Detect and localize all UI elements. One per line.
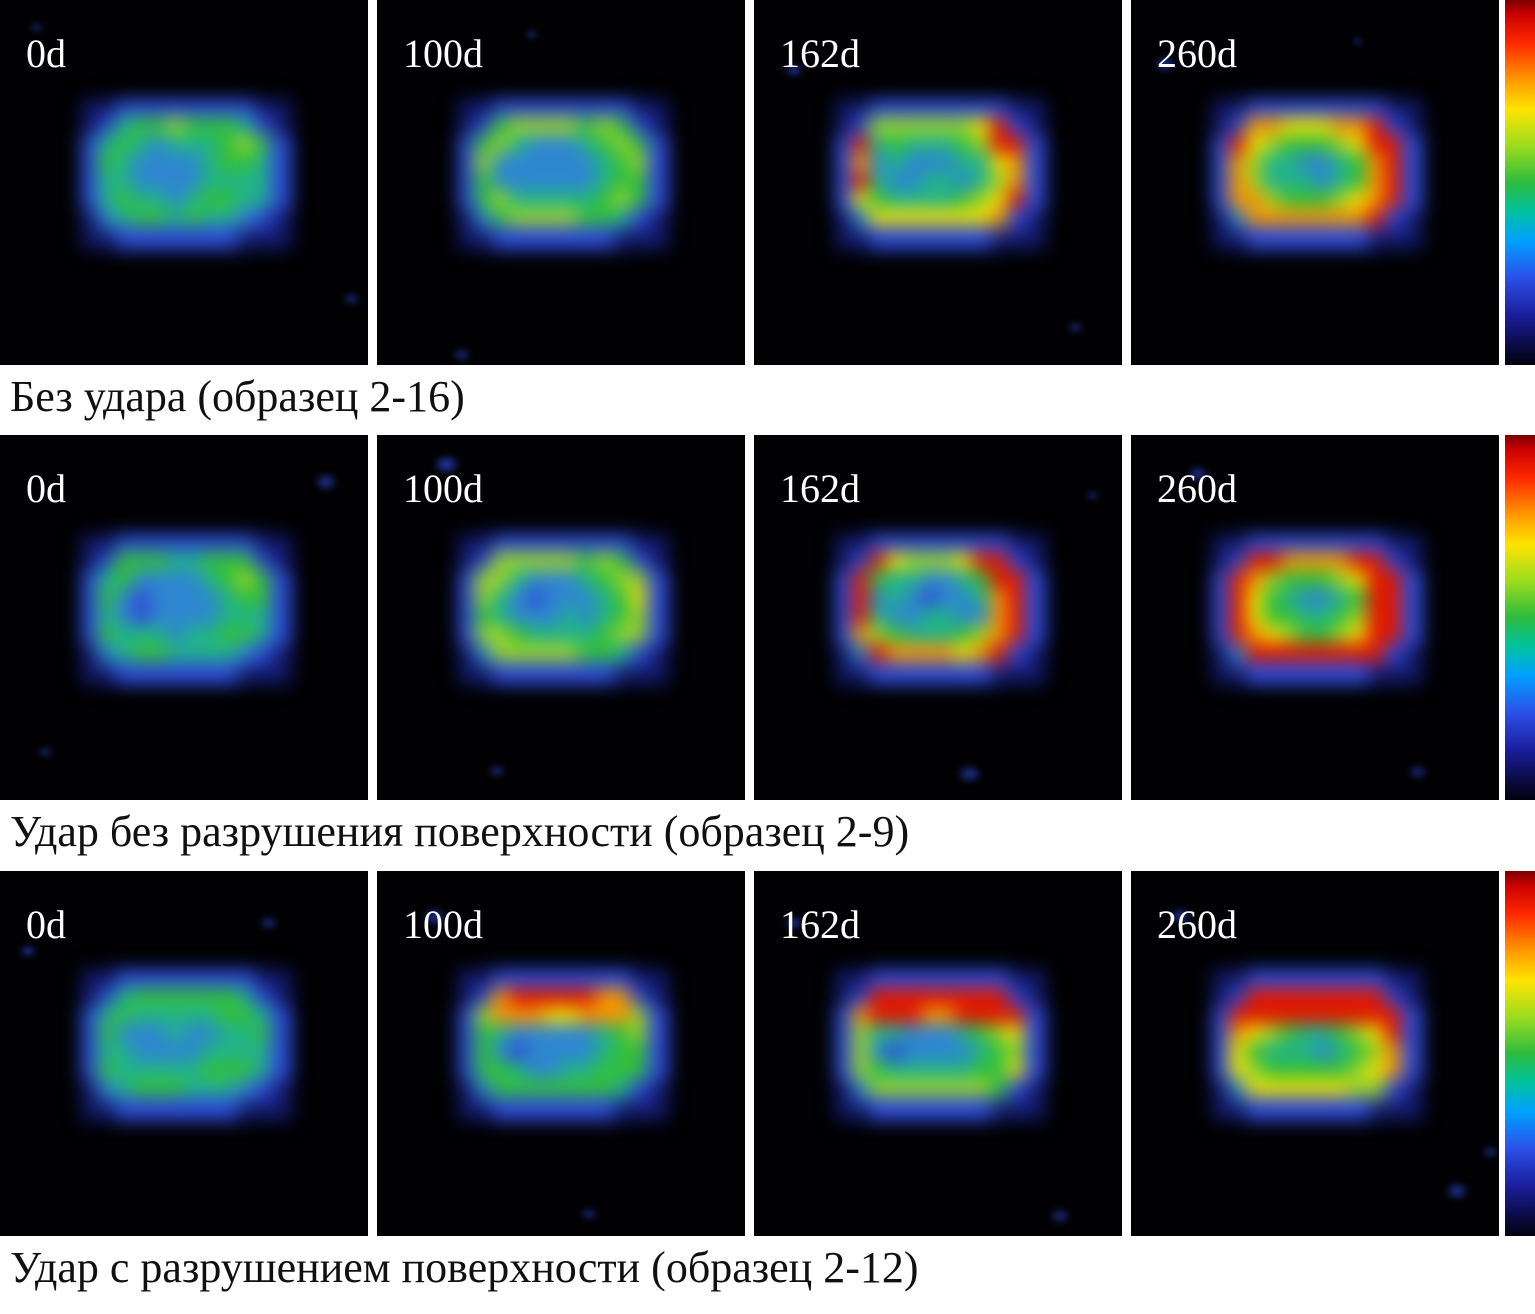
background-speckle <box>1153 54 1178 73</box>
background-speckle <box>487 763 507 779</box>
sample-heatmap <box>834 533 1047 686</box>
background-speckle <box>579 1206 599 1221</box>
sample-heatmap <box>457 533 670 686</box>
panels-row-no-impact: 0d 100d 162d 260d <box>0 0 1499 365</box>
background-speckle <box>36 745 54 759</box>
time-label: 100d <box>403 466 483 512</box>
time-label: 162d <box>780 901 860 947</box>
background-speckle <box>1048 1206 1073 1225</box>
time-label: 162d <box>780 31 860 76</box>
background-speckle <box>432 453 461 476</box>
heatmap-panel: 0d <box>0 0 368 365</box>
heatmap-panel: 0d <box>0 870 368 1236</box>
background-speckle <box>1407 763 1429 781</box>
background-speckle <box>1085 490 1100 501</box>
colorbar <box>1505 435 1535 801</box>
sample-heatmap <box>80 969 293 1121</box>
row-caption: Без удара (образец 2-16) <box>10 372 465 421</box>
background-speckle <box>450 346 473 363</box>
sample-heatmap <box>1211 969 1424 1121</box>
background-speckle <box>1186 464 1211 483</box>
row-caption: Удар с разрушением поверхности (образец … <box>10 1242 919 1292</box>
row-caption: Удар без разрушения поверхности (образец… <box>10 807 910 857</box>
row-no-impact: 0d 100d 162d 260d Без удара (образец 2-16) <box>0 0 1535 423</box>
background-speckle <box>783 914 806 931</box>
heatmap-panel: 260d <box>1131 870 1499 1236</box>
background-speckle <box>421 907 448 928</box>
time-label: 100d <box>403 901 483 947</box>
heatmap-panel: 100d <box>377 0 745 365</box>
time-label: 0d <box>26 31 66 76</box>
background-speckle <box>29 21 44 33</box>
heatmap-panel: 162d <box>754 870 1122 1236</box>
time-label: 0d <box>26 901 66 947</box>
background-speckle <box>1480 1144 1499 1159</box>
sample-heatmap <box>457 98 670 251</box>
sample-heatmap <box>834 98 1047 251</box>
heatmap-panel: 162d <box>754 435 1122 801</box>
time-label: 162d <box>780 466 860 512</box>
time-label: 0d <box>26 466 66 512</box>
panels-row-impact-with-damage: 0d 100d 162d 260d <box>0 870 1499 1236</box>
row-impact-with-surface-damage: 0d 100d 162d 260d Удар с разрушением поверх… <box>0 870 1535 1294</box>
background-speckle <box>1443 1181 1471 1201</box>
row-impact-no-surface-damage: 0d 100d 162d 260d Удар без разрушения повер… <box>0 435 1535 858</box>
sample-heatmap <box>1211 98 1424 251</box>
sample-heatmap <box>457 969 670 1121</box>
heatmap-panel: 100d <box>377 435 745 801</box>
background-speckle <box>524 29 539 40</box>
time-label: 260d <box>1157 466 1237 512</box>
time-label: 260d <box>1157 31 1237 76</box>
heatmap-panel: 0d <box>0 435 368 801</box>
heatmap-panel: 260d <box>1131 435 1499 801</box>
time-label: 260d <box>1157 901 1237 947</box>
sample-heatmap <box>1211 533 1424 686</box>
time-label: 100d <box>403 31 483 76</box>
panels-row-impact-no-damage: 0d 100d 162d 260d <box>0 435 1499 801</box>
background-speckle <box>956 763 983 784</box>
sample-heatmap <box>80 98 293 251</box>
heatmap-panel: 100d <box>377 870 745 1236</box>
colorbar <box>1505 0 1535 365</box>
background-speckle <box>1351 36 1364 46</box>
background-speckle <box>18 943 38 959</box>
background-speckle <box>342 292 362 307</box>
sample-heatmap <box>80 533 293 686</box>
background-speckle <box>1066 321 1084 334</box>
background-speckle <box>1167 907 1192 926</box>
heatmap-panel: 260d <box>1131 0 1499 365</box>
background-speckle <box>257 914 280 931</box>
heatmap-panel: 162d <box>754 0 1122 365</box>
sample-heatmap <box>834 969 1047 1121</box>
colorbar <box>1505 870 1535 1236</box>
background-speckle <box>312 471 340 492</box>
background-speckle <box>783 62 806 79</box>
